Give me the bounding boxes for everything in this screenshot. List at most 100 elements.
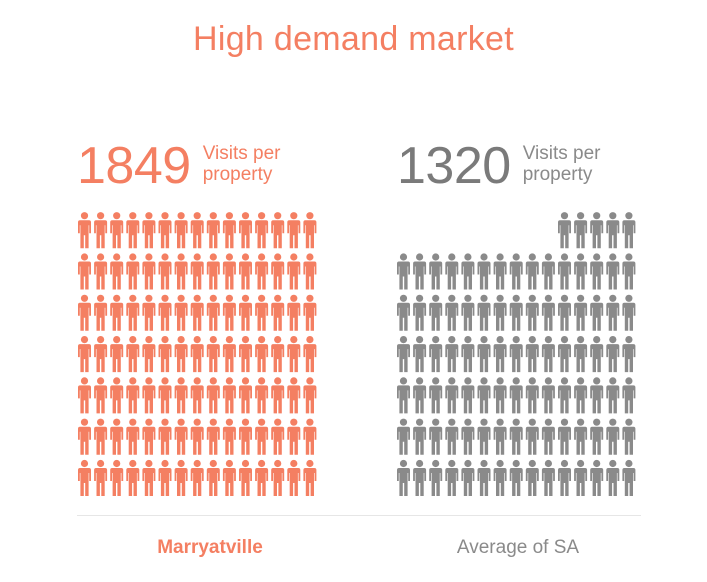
stat-unit-label: Visits per property: [203, 143, 281, 185]
person-icon: [413, 253, 427, 290]
person-icon: [622, 377, 636, 414]
person-icon: [477, 459, 491, 496]
person-icon: [493, 253, 507, 290]
person-icon: [142, 253, 156, 290]
person-icon: [590, 294, 604, 331]
person-icon: [558, 212, 571, 249]
person-icon: [525, 377, 539, 414]
person-icon: [541, 336, 555, 373]
person-icon: [190, 418, 204, 455]
person-icon: [541, 253, 555, 290]
person-icon: [110, 418, 124, 455]
person-icon: [397, 377, 410, 414]
person-icon: [126, 418, 140, 455]
person-icon: [271, 336, 285, 373]
person-icon: [541, 459, 555, 496]
person-icon: [461, 253, 475, 290]
person-icon: [255, 294, 269, 331]
person-icon: [558, 253, 571, 290]
person-icon: [397, 336, 410, 373]
person-icon: [303, 212, 317, 249]
person-icon: [287, 212, 301, 249]
person-icon: [271, 253, 285, 290]
person-icon: [126, 459, 140, 496]
person-icon: [397, 459, 410, 496]
person-icon: [239, 212, 252, 249]
person-icon: [94, 294, 108, 331]
person-icon: [558, 418, 571, 455]
person-icon: [94, 418, 108, 455]
person-icon: [78, 377, 91, 414]
person-icon: [445, 336, 459, 373]
person-icon: [445, 418, 459, 455]
person-icon: [110, 377, 124, 414]
stat-unit-line1: Visits per: [202, 143, 281, 164]
person-icon: [158, 459, 172, 496]
person-icon: [206, 377, 220, 414]
person-icon: [239, 336, 252, 373]
person-icon: [222, 459, 236, 496]
person-icon: [461, 294, 475, 331]
person-icon: [190, 336, 204, 373]
person-icon: [78, 418, 91, 455]
person-icon: [509, 418, 523, 455]
person-icon: [558, 336, 571, 373]
person-icon: [558, 459, 571, 496]
person-icon: [541, 377, 555, 414]
person-icon: [509, 253, 523, 290]
person-icon: [574, 336, 588, 373]
person-icon: [158, 253, 172, 290]
person-icon: [126, 377, 140, 414]
stat-unit-label: Visits per property: [523, 143, 601, 185]
person-icon: [239, 377, 252, 414]
person-icon: [142, 459, 156, 496]
person-icon: [126, 253, 140, 290]
person-icon: [222, 418, 236, 455]
person-icon: [222, 377, 236, 414]
person-icon: [206, 459, 220, 496]
person-icon: [525, 418, 539, 455]
person-icon: [397, 294, 410, 331]
person-icon: [222, 294, 236, 331]
person-icon: [271, 294, 285, 331]
person-icon: [206, 253, 220, 290]
person-icon: [110, 294, 124, 331]
person-icon: [174, 459, 188, 496]
person-icon: [477, 418, 491, 455]
person-icon: [303, 377, 317, 414]
person-icon: [255, 418, 269, 455]
person-icon: [413, 377, 427, 414]
person-icon: [303, 294, 317, 331]
stat-value: 1849: [77, 137, 191, 195]
person-icon: [255, 459, 269, 496]
person-icon: [461, 418, 475, 455]
person-icon: [78, 294, 91, 331]
person-icon: [397, 253, 410, 290]
person-icon: [541, 294, 555, 331]
person-icon: [477, 294, 491, 331]
person-icon: [397, 418, 410, 455]
person-icon: [429, 253, 443, 290]
person-icon: [206, 212, 220, 249]
page-title: High demand market: [193, 20, 514, 58]
person-icon: [110, 253, 124, 290]
stat-unit-line2: property: [522, 164, 593, 185]
person-icon: [126, 212, 140, 249]
person-icon: [525, 336, 539, 373]
person-icon: [574, 212, 588, 249]
person-icon: [590, 459, 604, 496]
person-icon: [622, 212, 636, 249]
person-icon: [606, 459, 620, 496]
person-icon: [574, 418, 588, 455]
person-icon: [493, 377, 507, 414]
person-icon: [461, 459, 475, 496]
person-icon: [255, 212, 269, 249]
divider: [77, 515, 641, 516]
person-icon: [206, 418, 220, 455]
person-icon: [255, 253, 269, 290]
person-icon: [78, 253, 91, 290]
stat-average-sa: 1320 Visits per property: [397, 140, 600, 192]
person-icon: [606, 377, 620, 414]
person-icon: [590, 212, 604, 249]
